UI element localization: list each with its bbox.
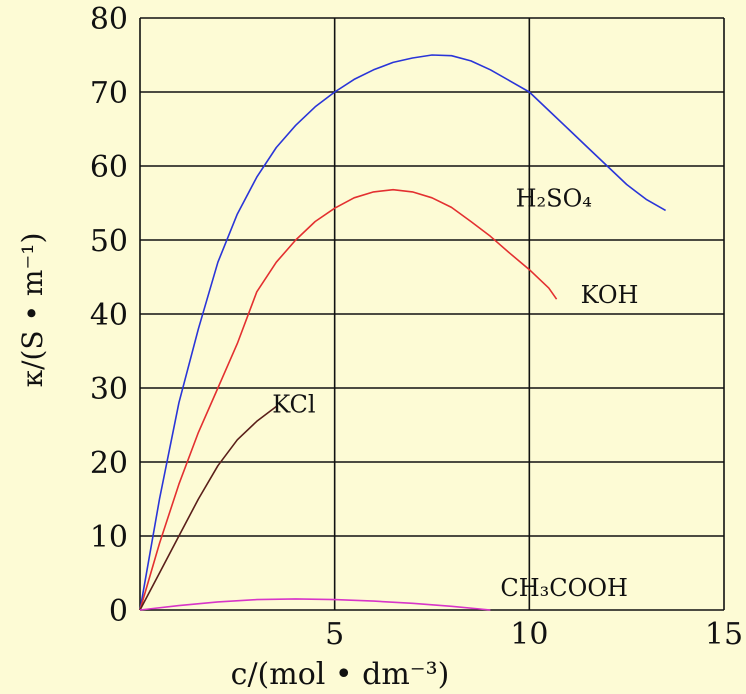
y-tick-label: 70 (90, 76, 128, 111)
x-tick-label: 15 (705, 617, 743, 652)
y-tick-label: 60 (90, 150, 128, 185)
series-line (139, 405, 277, 611)
series-name-label: CH₃COOH (500, 574, 628, 602)
series-name-label: KCl (272, 391, 315, 419)
y-tick-label: 10 (90, 520, 128, 555)
series-line (139, 54, 666, 611)
tick-labels: 0 10 20 30 40 50 60 70 80 5 10 15 (90, 2, 743, 652)
y-tick-label: 50 (90, 224, 128, 259)
x-tick-label: 10 (510, 617, 548, 652)
y-axis-label: κ/(S • m⁻¹) (16, 233, 49, 388)
series-name-label: H₂SO₄ (516, 184, 592, 212)
series-lines (139, 54, 666, 611)
x-axis-label: c/(mol • dm⁻³) (231, 657, 450, 692)
series-labels: H₂SO₄ KOH KCl CH₃COOH (272, 184, 638, 602)
series-name-label: KOH (581, 281, 639, 309)
x-tick-label: 5 (325, 617, 344, 652)
y-tick-label: 30 (90, 372, 128, 407)
grid-lines (139, 17, 725, 611)
series-line (139, 598, 491, 611)
y-tick-label: 80 (90, 2, 128, 37)
y-tick-label: 0 (109, 594, 128, 629)
series-line (139, 188, 558, 611)
y-tick-label: 20 (90, 446, 128, 481)
y-tick-label: 40 (90, 298, 128, 333)
